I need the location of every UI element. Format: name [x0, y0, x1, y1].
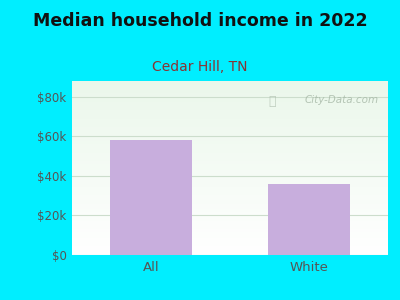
Bar — [110, 140, 192, 255]
Text: Cedar Hill, TN: Cedar Hill, TN — [152, 60, 248, 74]
Text: Median household income in 2022: Median household income in 2022 — [33, 12, 367, 30]
Text: City-Data.com: City-Data.com — [304, 95, 378, 105]
Text: ⓘ: ⓘ — [268, 95, 276, 108]
Bar — [268, 184, 350, 255]
